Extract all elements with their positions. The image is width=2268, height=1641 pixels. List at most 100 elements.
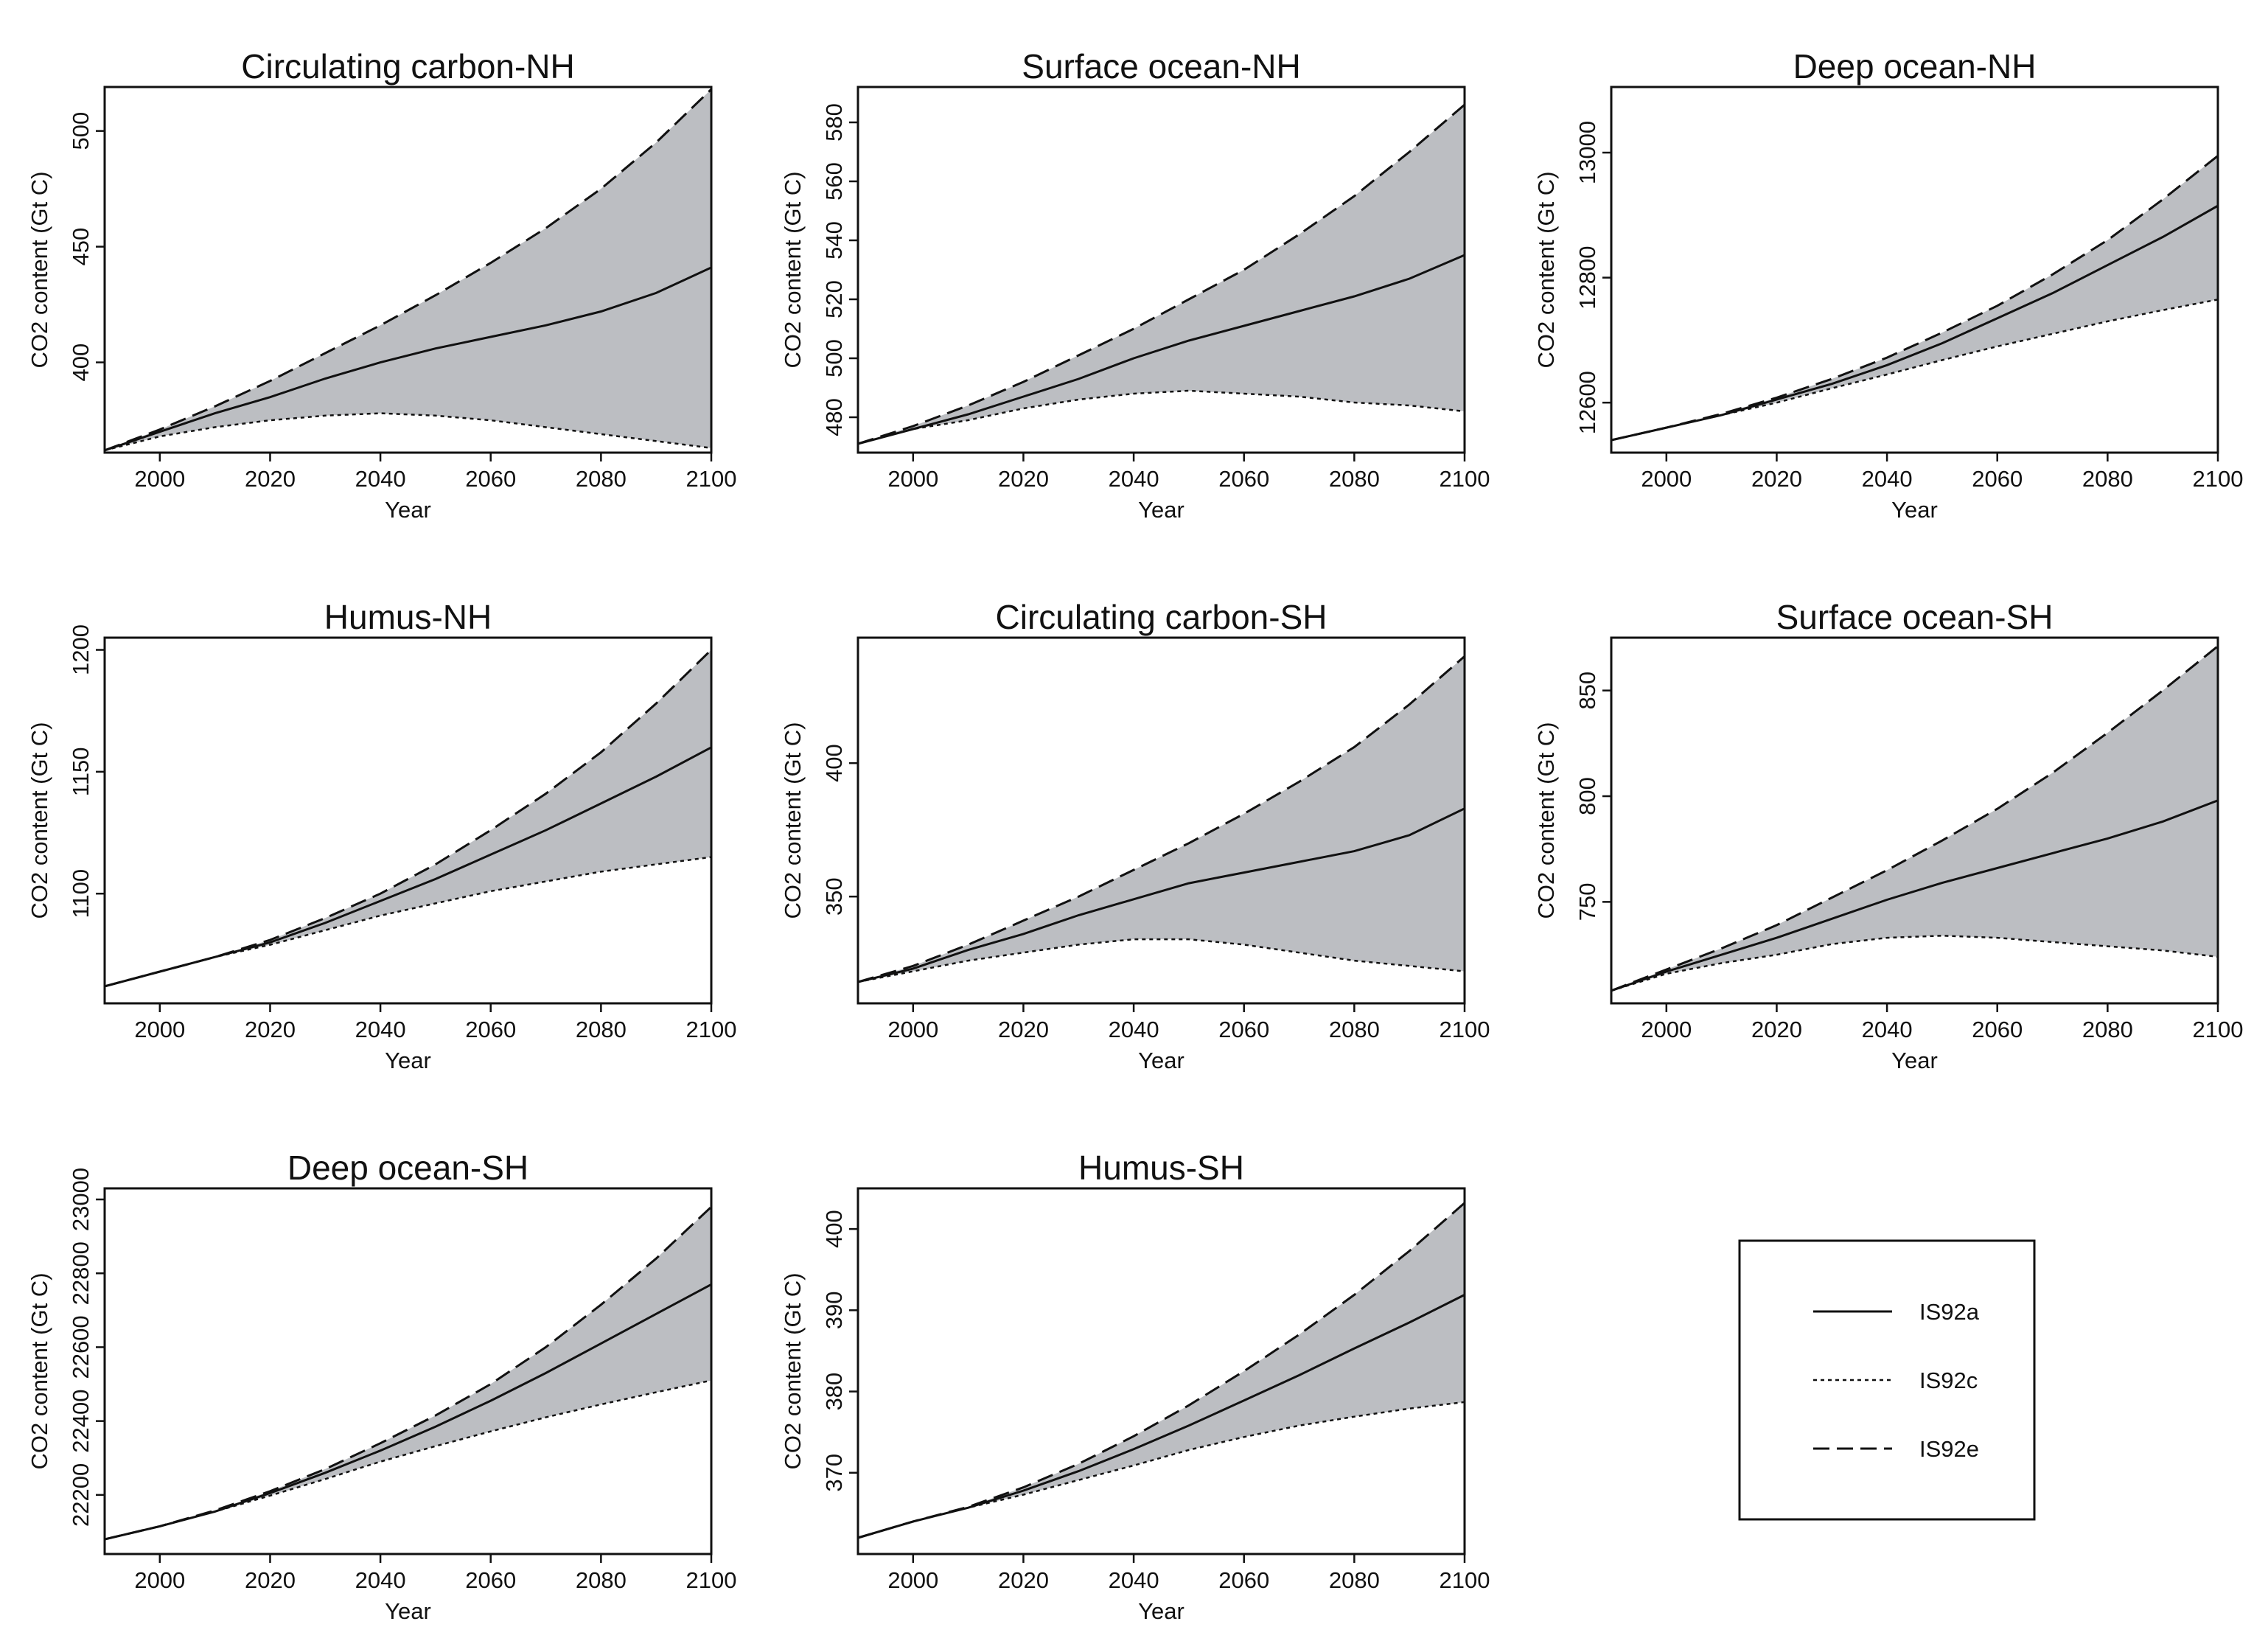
band-area — [858, 105, 1465, 444]
x-tick-label: 2000 — [887, 1567, 938, 1593]
x-tick-label: 2100 — [686, 1567, 737, 1593]
panel-title: Surface ocean-SH — [1776, 598, 2054, 636]
x-tick-label: 2080 — [2082, 1017, 2133, 1042]
y-tick-label: 800 — [1574, 777, 1600, 815]
series-line-is92a — [1611, 799, 2218, 992]
x-tick-label: 2060 — [1218, 1017, 1269, 1042]
plot-frame — [856, 86, 1466, 454]
legend-label-is92c: IS92c — [1919, 1368, 1978, 1393]
panel-title: Circulating carbon-NH — [241, 47, 575, 86]
x-tick-label: 2000 — [887, 466, 938, 492]
y-tick-label: 850 — [1574, 672, 1600, 710]
x-tick-label: 2000 — [1641, 1017, 1692, 1042]
x-tick-label: 2100 — [686, 1017, 737, 1042]
x-axis-label: Year — [385, 497, 431, 523]
band-area — [1611, 156, 2218, 441]
series-line-is92e — [105, 88, 711, 452]
x-axis-label: Year — [1138, 497, 1184, 523]
y-tick-label: 380 — [821, 1373, 847, 1411]
x-tick-label: 2040 — [1862, 1017, 1913, 1042]
y-tick-label: 500 — [68, 112, 94, 150]
panel-title: Surface ocean-NH — [1022, 47, 1300, 86]
y-tick-label: 560 — [821, 162, 847, 201]
x-tick-label: 2060 — [1972, 1017, 2023, 1042]
x-tick-label: 2080 — [576, 1017, 627, 1042]
series-line-is92c — [105, 856, 711, 988]
y-tick-label: 22600 — [68, 1315, 94, 1379]
x-tick-label: 2000 — [134, 1017, 185, 1042]
x-tick-label: 2060 — [465, 466, 516, 492]
y-tick-label: 12800 — [1574, 245, 1600, 309]
panel-title: Deep ocean-NH — [1793, 47, 2037, 86]
y-tick-label: 480 — [821, 398, 847, 436]
x-tick-label: 2080 — [1329, 466, 1380, 492]
y-tick-label: 12600 — [1574, 371, 1600, 434]
band-area — [858, 656, 1465, 982]
y-tick-label: 1150 — [68, 748, 94, 797]
x-tick-label: 2040 — [1109, 466, 1159, 492]
x-tick-label: 2040 — [1109, 1017, 1159, 1042]
x-axis-label: Year — [1138, 1048, 1184, 1073]
x-tick-label: 2100 — [1440, 466, 1490, 492]
series-line-is92c — [1611, 935, 2218, 992]
series-line-is92e — [858, 655, 1465, 983]
plot-frame — [103, 1187, 713, 1555]
x-tick-label: 2020 — [245, 466, 296, 492]
y-axis-label: CO2 content (Gt C) — [780, 1272, 806, 1469]
series-line-is92a — [1611, 204, 2218, 442]
y-tick-label: 13000 — [1574, 121, 1600, 184]
panel-circulating-carbon-nh: 2000 2020 2040 2060 2080 2100 400 450 500 Circula… — [27, 47, 736, 523]
legend-label-is92a: IS92a — [1919, 1299, 1980, 1325]
panel-surface-ocean-nh: 2000 2020 2040 2060 2080 2100 480 500 520 540 560 5… — [780, 47, 1490, 523]
y-axis-label: CO2 content (Gt C) — [1533, 171, 1559, 368]
plot-frame — [103, 86, 713, 454]
series-line-is92c — [858, 938, 1465, 983]
series-line-is92c — [105, 1379, 711, 1541]
y-axis-label: CO2 content (Gt C) — [27, 722, 52, 919]
x-tick-label: 2060 — [465, 1017, 516, 1042]
x-tick-label: 2080 — [576, 466, 627, 492]
x-tick-label: 2040 — [1109, 1567, 1159, 1593]
x-tick-label: 2040 — [355, 466, 406, 492]
x-tick-label: 2080 — [1329, 1567, 1380, 1593]
y-axis-label: CO2 content (Gt C) — [780, 722, 806, 919]
y-tick-label: 390 — [821, 1291, 847, 1329]
x-tick-label: 2040 — [355, 1017, 406, 1042]
panels-container: 2000 2020 2040 2060 2080 2100 400 450 500 Circula… — [27, 47, 2243, 1624]
y-tick-label: 350 — [821, 877, 847, 916]
band-area — [858, 1202, 1465, 1538]
y-tick-label: 23000 — [68, 1168, 94, 1231]
series-line-is92e — [858, 103, 1465, 445]
y-axis-label: CO2 content (Gt C) — [27, 171, 52, 368]
y-axis-label: CO2 content (Gt C) — [27, 1272, 52, 1469]
y-tick-label: 370 — [821, 1454, 847, 1492]
plot-frame — [856, 636, 1466, 1005]
band-area — [105, 89, 711, 450]
x-tick-label: 2060 — [465, 1567, 516, 1593]
panel-humus-nh: 2000 2020 2040 2060 2080 2100 1100 1150 1200 Humu… — [27, 598, 736, 1073]
x-tick-label: 2020 — [998, 1017, 1049, 1042]
x-axis-label: Year — [1891, 1048, 1938, 1073]
x-tick-label: 2000 — [887, 1017, 938, 1042]
series-line-is92c — [858, 389, 1465, 445]
x-tick-label: 2060 — [1218, 466, 1269, 492]
x-tick-label: 2100 — [1440, 1567, 1490, 1593]
x-axis-label: Year — [385, 1598, 431, 1624]
plot-frame — [856, 1187, 1466, 1555]
x-tick-label: 2080 — [1329, 1017, 1380, 1042]
y-tick-label: 750 — [1574, 883, 1600, 921]
x-tick-label: 2100 — [2193, 1017, 2244, 1042]
series-line-is92a — [105, 1283, 711, 1541]
series-line-is92a — [858, 1294, 1465, 1539]
y-tick-label: 400 — [68, 344, 94, 382]
plot-frame — [1610, 636, 2219, 1005]
series-line-is92e — [1611, 645, 2218, 992]
x-tick-label: 2080 — [576, 1567, 627, 1593]
y-axis-label: CO2 content (Gt C) — [780, 171, 806, 368]
x-tick-label: 2020 — [1751, 1017, 1802, 1042]
panel-title: Circulating carbon-SH — [996, 598, 1327, 636]
legend: IS92a IS92c IS92e — [1738, 1239, 2036, 1521]
x-tick-label: 2040 — [1862, 466, 1913, 492]
y-axis-label: CO2 content (Gt C) — [1533, 722, 1559, 919]
series-line-is92c — [105, 412, 711, 452]
